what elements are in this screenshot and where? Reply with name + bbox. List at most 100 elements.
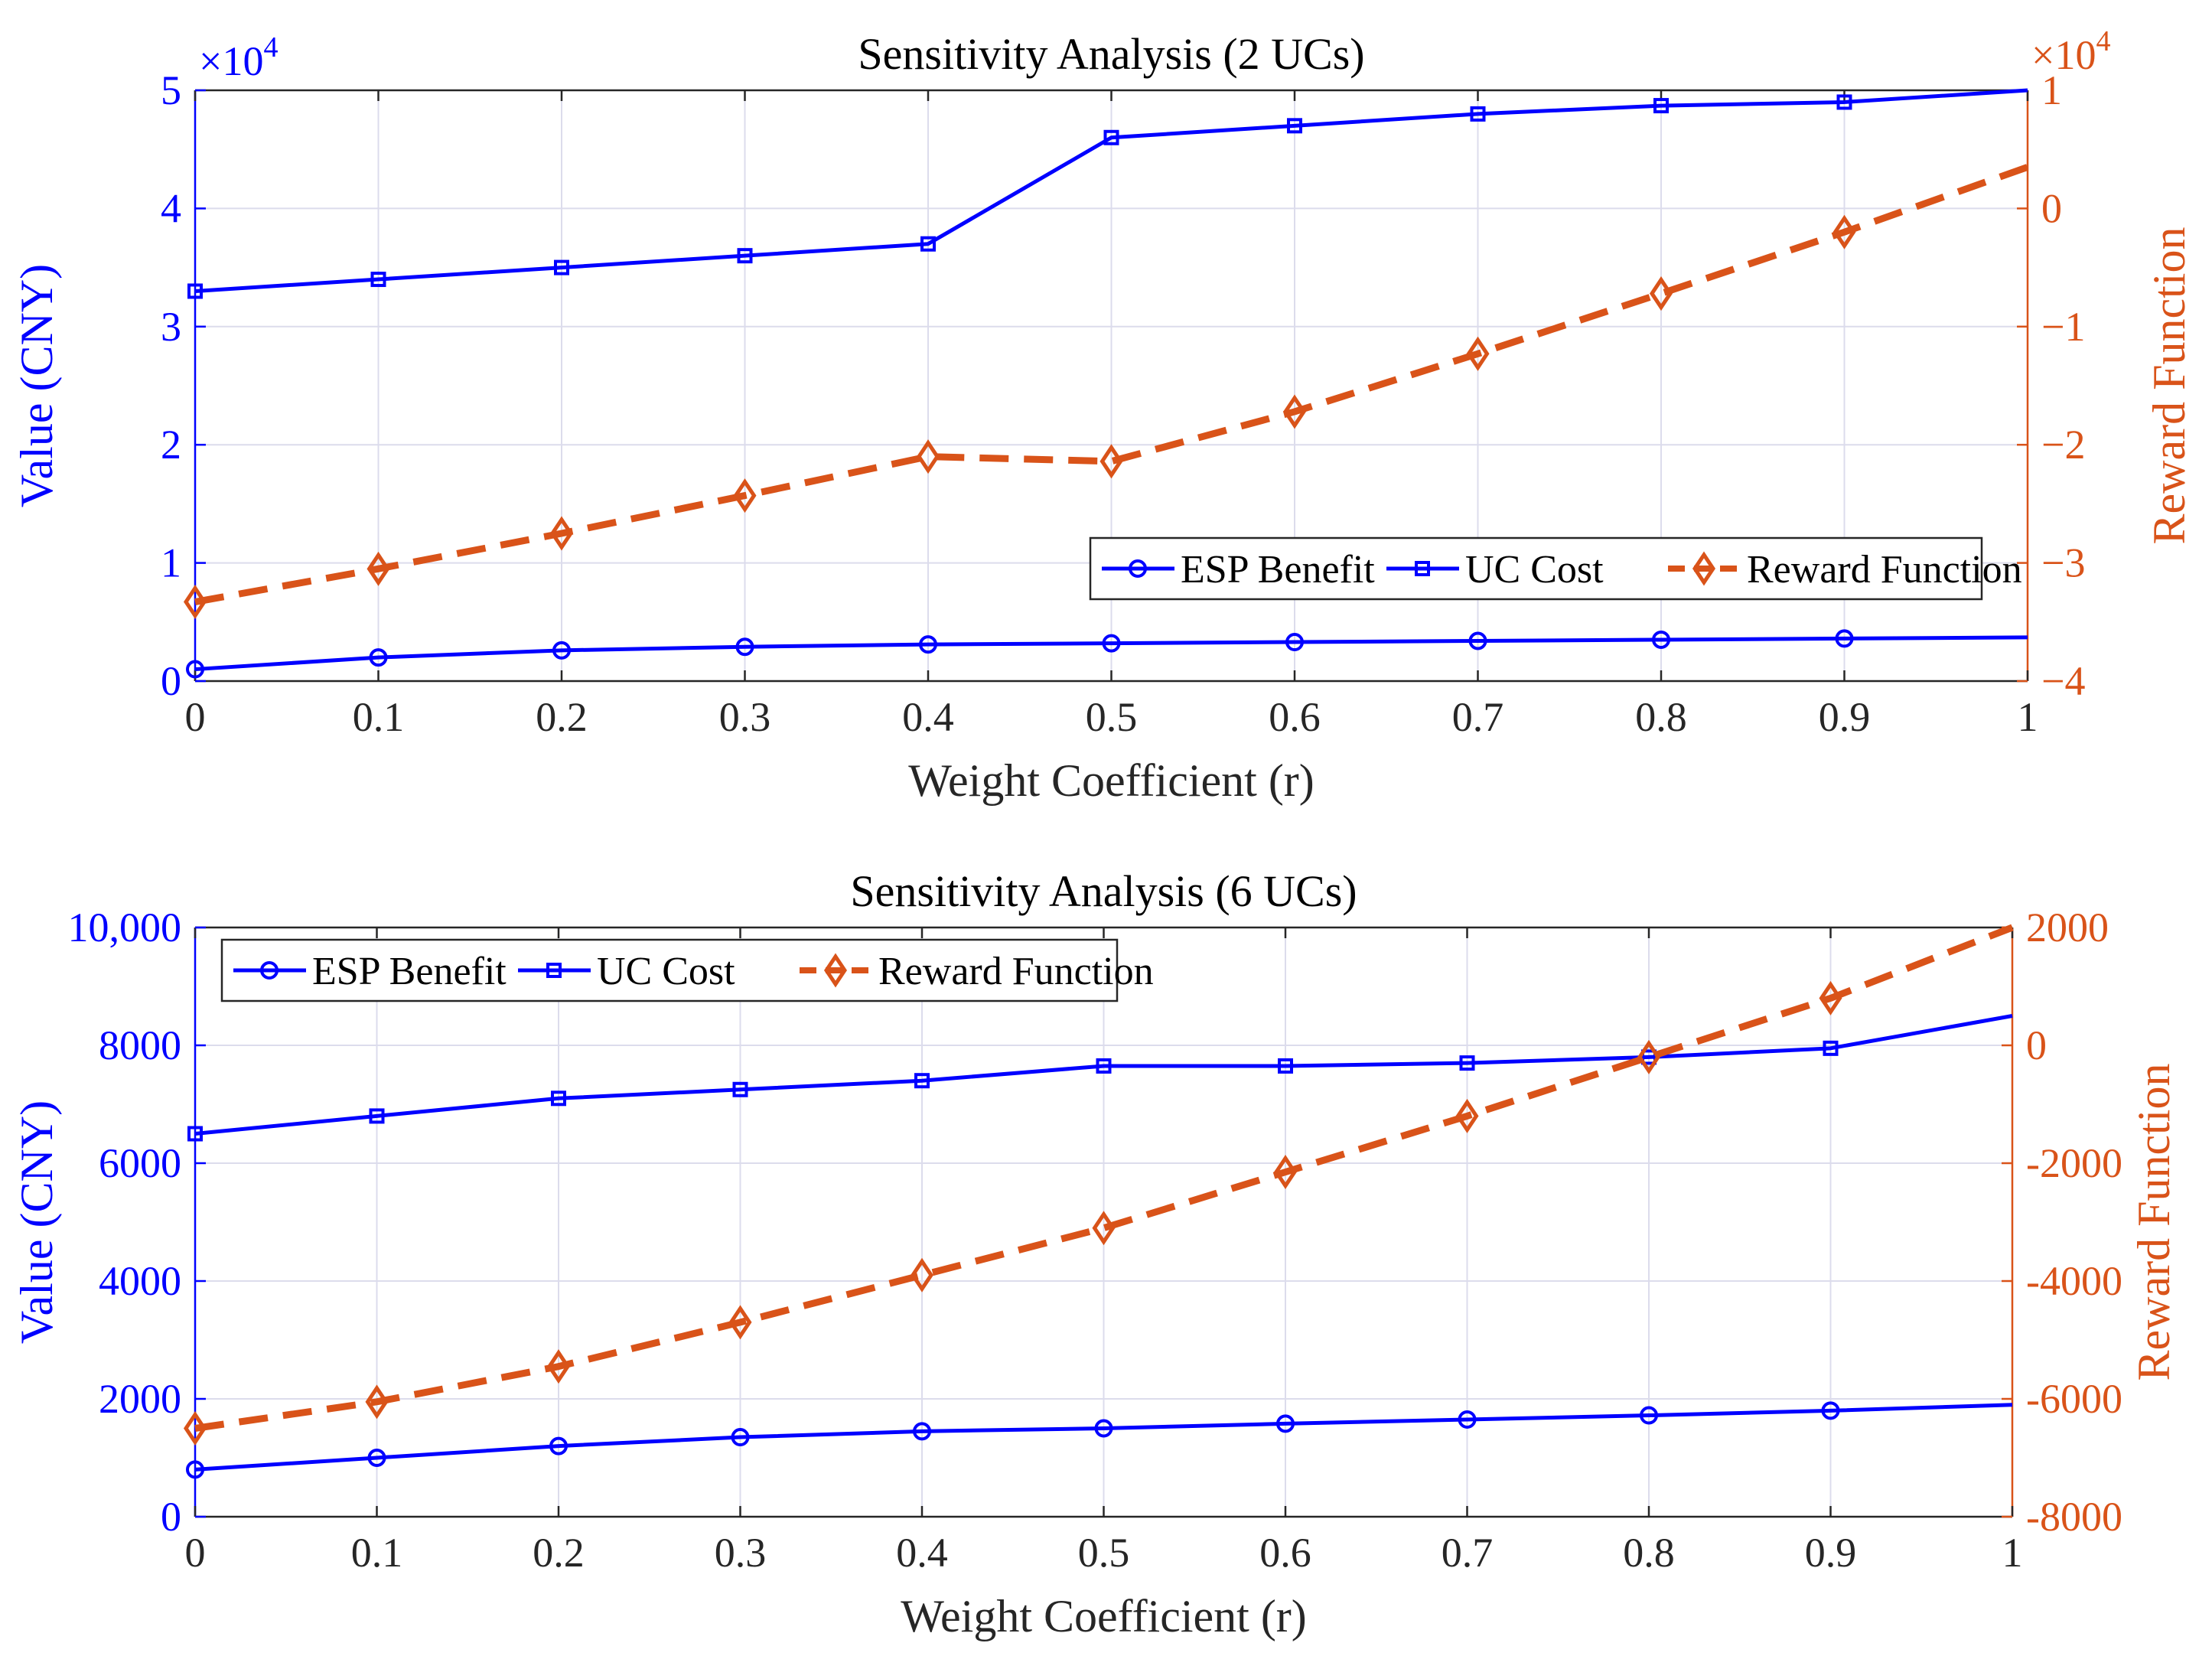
data-point-uc-cost [551,1090,566,1107]
legend-label-esp-benefit: ESP Benefit [1181,548,1375,592]
data-point-esp-benefit [186,1460,204,1479]
data-point-reward-function [1282,394,1307,429]
left-y-tick-label: 6000 [99,1140,181,1186]
data-point-reward-function [916,439,940,474]
data-point-reward-function [1832,214,1856,249]
right-exponent-power: 4 [2096,25,2110,57]
right-y-axis-label: Reward Function [2129,1064,2179,1381]
series-esp-benefit [186,1401,2013,1479]
series-line-esp-benefit [194,1403,2013,1472]
legend-marker-esp-benefit [1129,559,1147,578]
data-point-uc-cost [1823,1040,1839,1056]
series-esp-benefit [186,629,2028,679]
right-y-tick-label: -6000 [2026,1376,2122,1422]
series-reward-function [183,924,2014,1446]
data-point-esp-benefit [731,1428,750,1447]
data-point-uc-cost [1641,1049,1657,1065]
series-line-uc-cost [194,88,2028,293]
legend: ESP Benefit UC Cost Reward Function [220,938,1154,1002]
data-point-uc-cost [369,1108,385,1124]
x-tick-label: 0 [185,694,206,740]
left-exponent-base: ×10 [199,38,263,84]
left-y-tick-label: 5 [161,67,181,113]
x-tick-label: 1 [2018,694,2038,740]
data-point-reward-function [549,516,574,551]
legend-marker-esp-benefit [260,961,279,980]
x-tick-label: 0.6 [1259,1530,1311,1576]
data-point-esp-benefit [186,660,204,679]
legend-marker-uc-cost [1415,561,1430,576]
legend-marker-uc-cost [546,963,562,978]
series-line-reward-function [194,924,2014,1432]
data-point-esp-benefit [1652,630,1670,649]
legend-label-reward-function: Reward Function [1747,548,2022,592]
left-axis-exponent: ×104 [199,31,278,84]
x-tick-label: 0.7 [1442,1530,1494,1576]
data-point-uc-cost [1103,129,1119,145]
data-point-esp-benefit [367,1449,386,1467]
series-reward-function [183,164,2029,620]
x-tick-label: 0.8 [1623,1530,1675,1576]
right-y-tick-label: −3 [2041,540,2085,586]
data-point-uc-cost [1653,98,1669,114]
data-point-uc-cost [1836,94,1852,110]
x-axis-label: Weight Coefficient (r) [908,755,1314,806]
chart-title: Sensitivity Analysis (6 UCs) [850,866,1357,916]
data-point-esp-benefit [735,637,754,657]
right-y-tick-label: −4 [2041,658,2085,704]
left-y-tick-label: 0 [161,1494,181,1540]
x-tick-label: 0.5 [1078,1530,1130,1576]
data-point-uc-cost [370,272,386,288]
right-exponent-base: ×10 [2031,32,2096,78]
left-y-tick-label: 4000 [99,1258,181,1304]
data-point-uc-cost [732,1081,748,1097]
legend: ESP Benefit UC Cost Reward Function [1089,536,2022,601]
data-point-esp-benefit [1458,1410,1477,1429]
data-point-reward-function [1092,1211,1116,1246]
x-tick-label: 0.9 [1805,1530,1857,1576]
data-point-uc-cost [1287,118,1302,134]
data-point-reward-function [365,1384,389,1420]
data-point-reward-function [1466,336,1490,371]
x-tick-label: 0.8 [1635,694,1687,740]
data-point-uc-cost [737,248,753,264]
data-point-reward-function [1099,444,1123,479]
x-tick-label: 0.6 [1269,694,1321,740]
right-y-axis-label: Reward Function [2144,227,2194,545]
x-tick-label: 0 [185,1530,206,1576]
series-uc-cost [187,1014,2013,1142]
series-line-esp-benefit [194,635,2028,672]
right-axis-exponent: ×104 [2031,25,2110,78]
right-y-tick-label: -8000 [2026,1494,2122,1540]
left-y-tick-label: 2 [161,422,181,468]
data-point-esp-benefit [1102,634,1121,653]
data-point-uc-cost [187,283,203,299]
data-point-uc-cost [1470,106,1486,122]
right-y-tick-label: 0 [2026,1022,2047,1068]
x-tick-label: 0.7 [1452,694,1504,740]
legend-label-esp-benefit: ESP Benefit [312,950,507,993]
data-point-reward-function [1819,980,1842,1015]
data-point-esp-benefit [1835,629,1854,648]
x-tick-label: 0.9 [1819,694,1871,740]
data-point-esp-benefit [1276,1414,1295,1433]
data-point-reward-function [910,1257,934,1293]
data-point-esp-benefit [1094,1419,1113,1438]
data-point-uc-cost [920,236,936,252]
left-y-axis-label: Value (CNY) [11,264,62,507]
data-point-reward-function [1455,1098,1479,1133]
data-point-esp-benefit [913,1422,931,1441]
panel-2-ucs: 0 0.1 0.2 0.3 0.4 0.5 0.6 0.7 0.8 0.9 1 0 1 2 3 4 5 −4 −3 −… [11,25,2194,806]
left-y-tick-label: 2000 [99,1376,181,1422]
data-point-reward-function [366,551,390,586]
legend-label-reward-function: Reward Function [878,950,1154,993]
data-point-esp-benefit [1285,633,1304,652]
x-tick-label: 0.1 [351,1530,403,1576]
panel-6-ucs: 0 0.1 0.2 0.3 0.4 0.5 0.6 0.7 0.8 0.9 1 0 2000 4000 60… [11,866,2179,1641]
left-y-tick-label: 1 [161,540,181,586]
series-line-uc-cost [194,1014,2013,1136]
x-tick-label: 0.1 [353,694,405,740]
data-point-uc-cost [554,259,569,275]
data-point-esp-benefit [369,648,388,667]
data-point-reward-function [728,1305,752,1340]
